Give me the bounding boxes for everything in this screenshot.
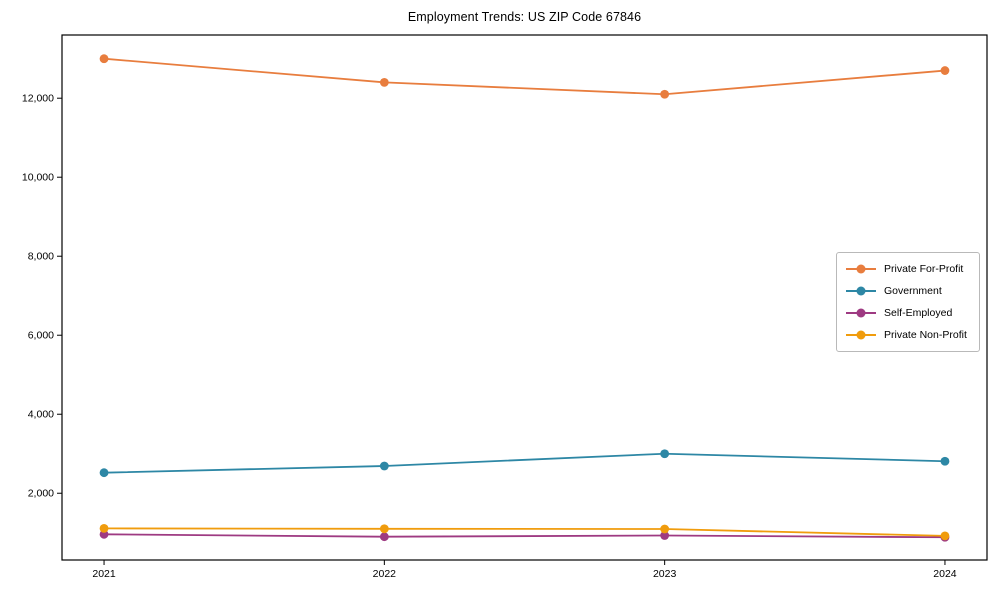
svg-text:8,000: 8,000 xyxy=(28,251,54,263)
axes-box xyxy=(61,34,988,561)
svg-text:10,000: 10,000 xyxy=(22,172,54,184)
legend-label: Self-Employed xyxy=(884,307,953,319)
legend: Private For-Profit Government Self-Employe… xyxy=(836,252,980,352)
legend-item: Private For-Profit xyxy=(846,261,970,277)
legend-label: Private Non-Profit xyxy=(884,329,967,341)
series-private-for-profit xyxy=(99,54,950,99)
svg-text:12,000: 12,000 xyxy=(22,93,54,105)
legend-label: Government xyxy=(884,285,942,297)
svg-text:2021: 2021 xyxy=(92,568,116,580)
x-axis-ticks: 2021 2022 2023 2024 xyxy=(92,560,957,580)
svg-text:4,000: 4,000 xyxy=(28,409,54,421)
series-self-employed xyxy=(99,529,950,542)
legend-item: Self-Employed xyxy=(846,305,970,321)
chart-title: Employment Trends: US ZIP Code 67846 xyxy=(407,10,642,24)
legend-label: Private For-Profit xyxy=(884,263,964,275)
svg-text:2024: 2024 xyxy=(933,568,957,580)
legend-marker xyxy=(846,286,876,296)
legend-marker xyxy=(846,264,876,274)
series-government xyxy=(99,449,950,478)
legend-marker xyxy=(846,308,876,318)
legend-marker-dot xyxy=(856,264,866,274)
legend-marker-dot xyxy=(856,330,866,340)
legend-item: Private Non-Profit xyxy=(846,327,970,343)
svg-text:2,000: 2,000 xyxy=(28,488,54,500)
svg-text:2022: 2022 xyxy=(373,568,397,580)
series-private-non-profit xyxy=(99,523,950,541)
legend-marker-dot xyxy=(856,308,866,318)
legend-marker xyxy=(846,330,876,340)
y-axis-ticks: 2,000 4,000 6,000 8,000 10,000 12,000 xyxy=(22,93,62,500)
svg-text:2023: 2023 xyxy=(653,568,677,580)
legend-marker-dot xyxy=(856,286,866,296)
legend-item: Government xyxy=(846,283,970,299)
svg-text:6,000: 6,000 xyxy=(28,330,54,342)
